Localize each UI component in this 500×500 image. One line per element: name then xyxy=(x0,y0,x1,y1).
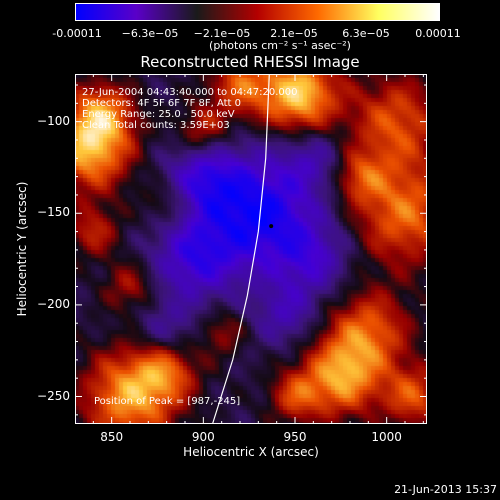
y-tick-label: −250 xyxy=(37,388,70,403)
energy-range-text: Energy Range: 25.0 - 50.0 keV xyxy=(82,109,235,120)
y-tick-label: −100 xyxy=(37,113,70,128)
clean-counts-text: Clean Total counts: 3.59E+03 xyxy=(82,120,230,131)
colorbar-tick: −2.1e−05 xyxy=(193,27,251,40)
plot-overlay xyxy=(75,74,427,424)
peak-position-text: Position of Peak = [987,-245] xyxy=(94,396,241,407)
x-tick-label: 900 xyxy=(191,430,215,444)
x-axis-label: Heliocentric X (arcsec) xyxy=(183,445,319,459)
solar-limb-line xyxy=(211,74,270,424)
colorbar-tick: 2.1e−05 xyxy=(270,27,318,40)
x-tick-label: 950 xyxy=(283,430,307,444)
colorbar-tick: 6.3e−05 xyxy=(342,27,390,40)
colorbar-tick: 0.00011 xyxy=(415,27,461,40)
y-axis-label: Heliocentric Y (arcsec) xyxy=(15,181,29,317)
plot-area: 27-Jun-2004 04:43:40.000 to 04:47:20.000… xyxy=(75,74,427,424)
y-tick-label: −150 xyxy=(37,205,70,220)
detectors-text: Detectors: 4F 5F 6F 7F 8F, Att 0 xyxy=(82,98,242,109)
y-tick-label: −200 xyxy=(37,296,70,311)
time-range-text: 27-Jun-2004 04:43:40.000 to 04:47:20.000 xyxy=(82,87,298,98)
peak-marker xyxy=(269,224,274,229)
colorbar-tick: −6.3e−05 xyxy=(121,27,179,40)
colorbar-unit-label: (photons cm⁻² s⁻¹ asec⁻²) xyxy=(209,39,351,52)
heatmap-image xyxy=(75,74,427,424)
plot-frame xyxy=(75,74,427,424)
x-tick-label: 850 xyxy=(100,430,124,444)
x-tick-label: 1000 xyxy=(371,430,402,444)
colorbar-tick: -0.00011 xyxy=(52,27,102,40)
axis-ticks xyxy=(75,74,427,424)
render-timestamp: 21-Jun-2013 15:37 xyxy=(394,483,497,496)
colorbar xyxy=(75,3,440,21)
chart-title: Reconstructed RHESSI Image xyxy=(140,53,360,71)
